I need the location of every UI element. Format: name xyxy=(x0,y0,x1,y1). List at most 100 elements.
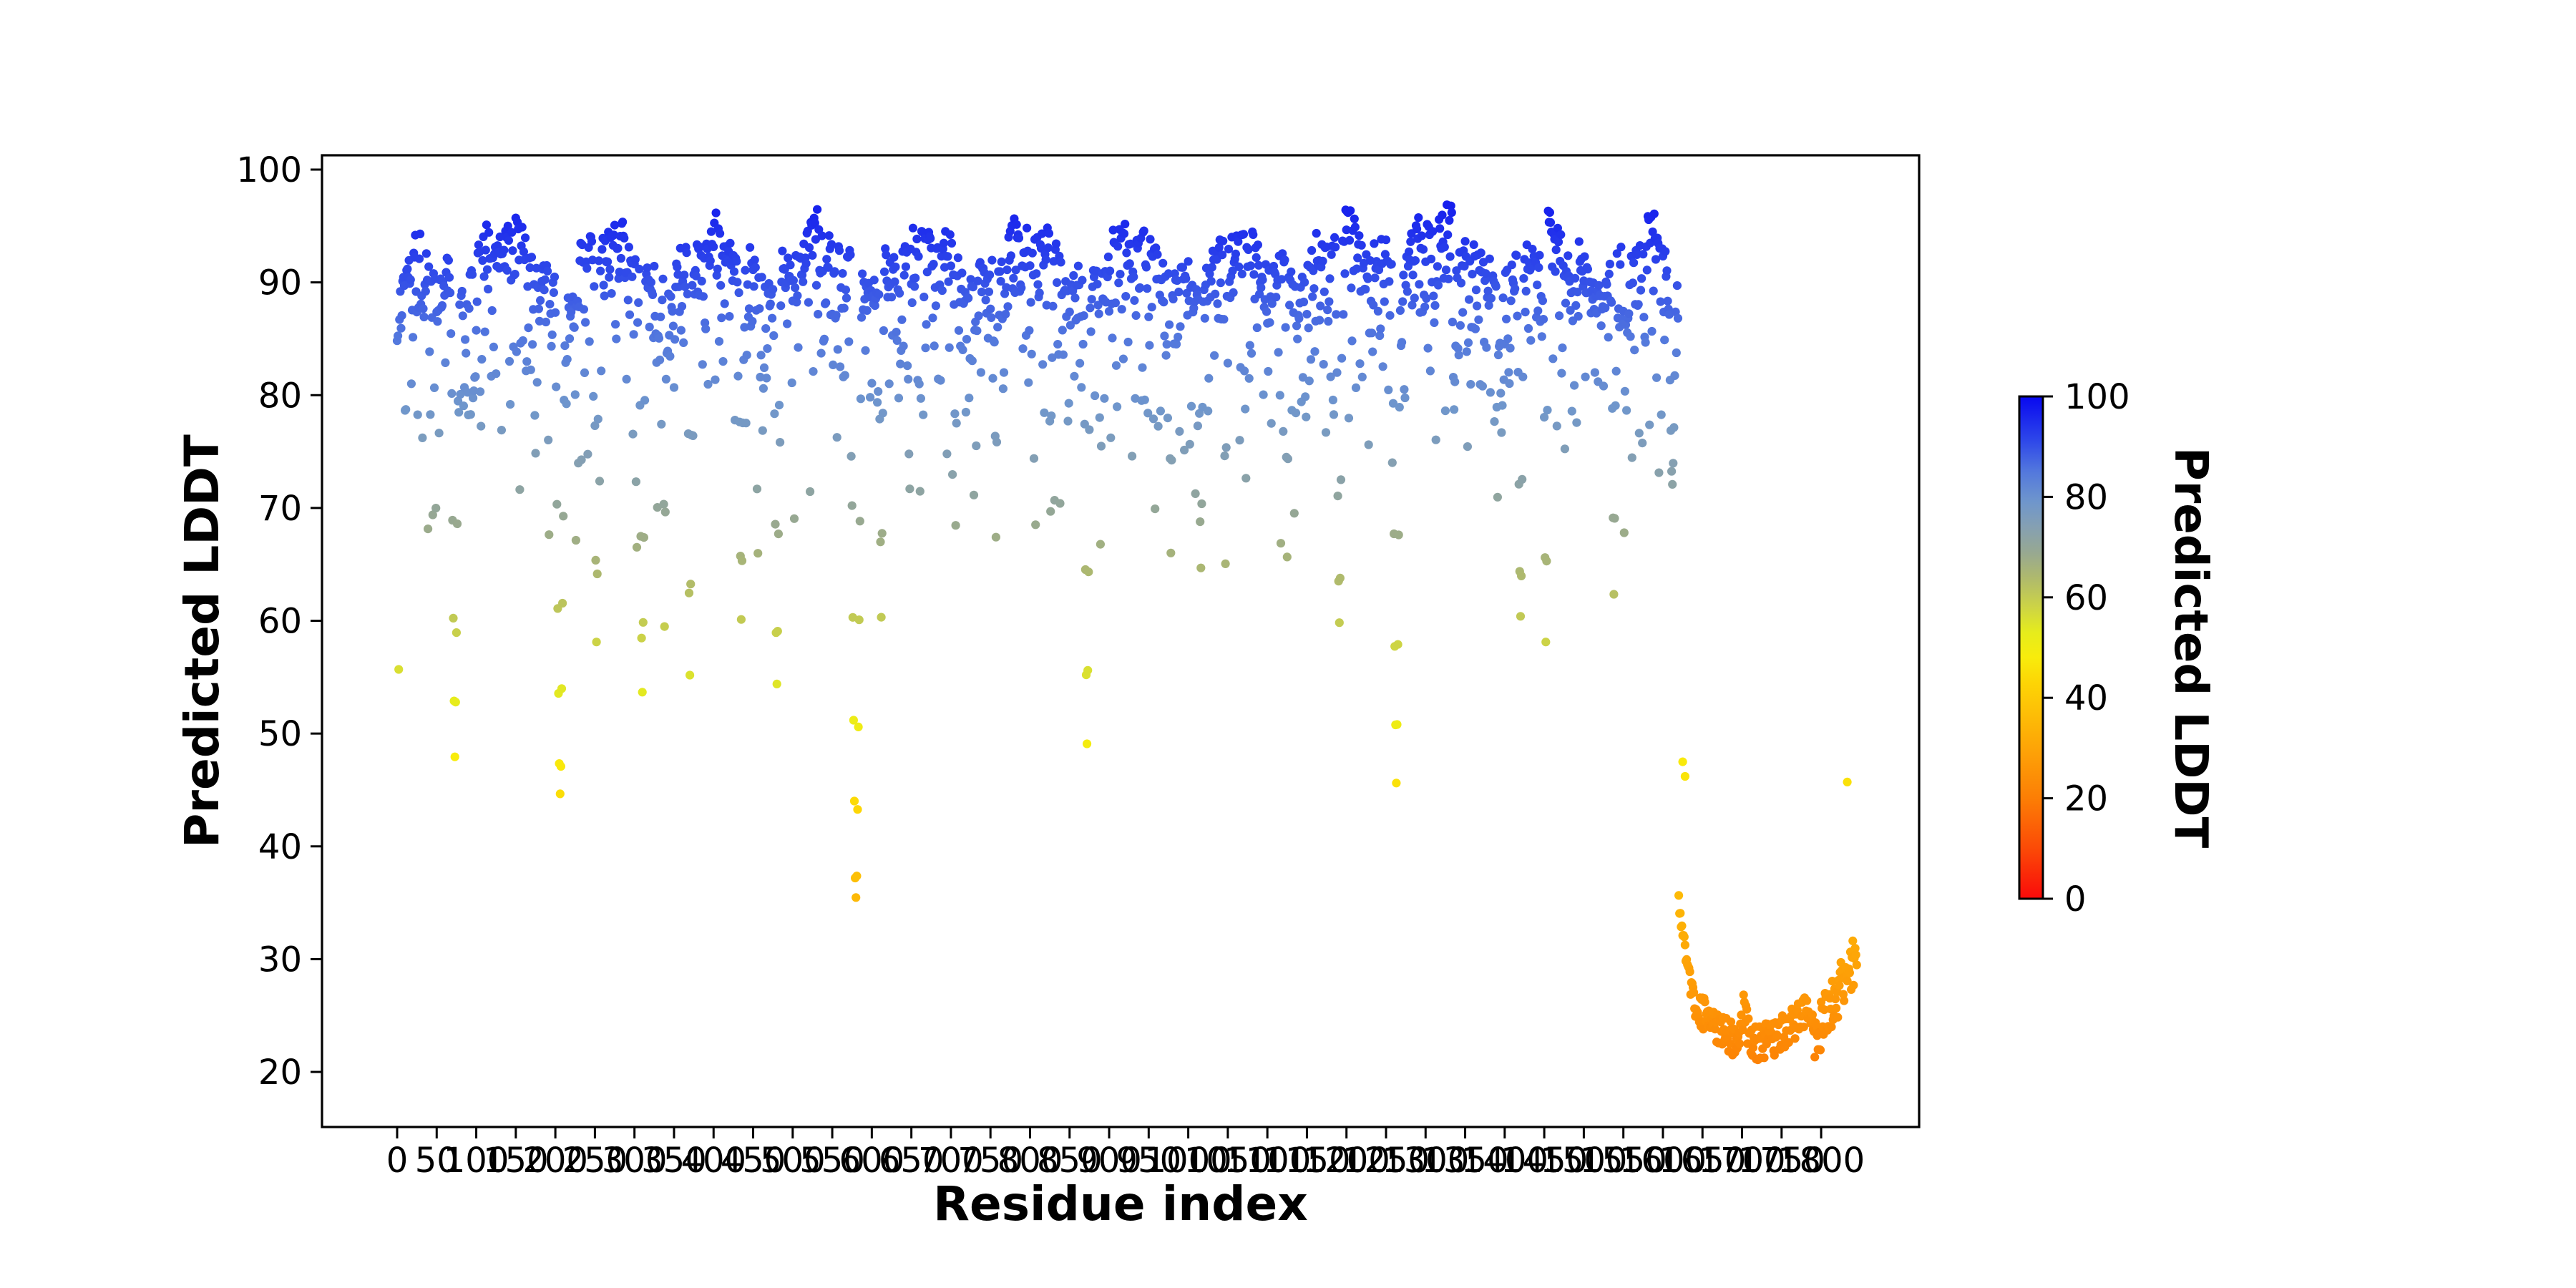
scatter-point xyxy=(1385,277,1394,286)
scatter-point xyxy=(1519,274,1528,283)
scatter-point xyxy=(1196,517,1205,527)
scatter-point xyxy=(1093,301,1103,310)
scatter-point xyxy=(1272,293,1281,302)
scatter-point xyxy=(1213,299,1222,308)
scatter-point xyxy=(610,220,620,230)
colorbar: 100 80 60 40 20 0 Predicted LDDT xyxy=(2018,377,2217,919)
scatter-point xyxy=(1551,267,1560,276)
scatter-point xyxy=(528,340,537,349)
x-tick-label: 1250 xyxy=(1342,1141,1430,1181)
scatter-point xyxy=(620,233,629,243)
x-tick-label: 1100 xyxy=(1224,1141,1311,1181)
scatter-point xyxy=(481,245,490,255)
scatter-point xyxy=(870,301,879,311)
scatter-point xyxy=(1043,243,1053,253)
scatter-point xyxy=(1011,265,1020,275)
scatter-point xyxy=(1351,383,1361,393)
scatter-point xyxy=(977,287,987,297)
scatter-point xyxy=(1214,243,1224,253)
scatter-point xyxy=(774,401,784,410)
scatter-point xyxy=(1465,295,1474,304)
scatter-point xyxy=(471,372,480,381)
scatter-point xyxy=(1557,369,1566,378)
scatter-point xyxy=(1678,757,1687,766)
scatter-point xyxy=(882,250,891,260)
scatter-point xyxy=(1350,223,1360,232)
scatter-point xyxy=(1184,257,1193,266)
scatter-point xyxy=(1485,254,1494,263)
scatter-point xyxy=(890,277,899,286)
scatter-point xyxy=(1018,344,1028,353)
scatter-point xyxy=(928,313,937,323)
scatter-point xyxy=(809,367,818,376)
scatter-point xyxy=(750,255,759,265)
scatter-point xyxy=(1321,428,1331,437)
scatter-point xyxy=(972,326,982,336)
scatter-point xyxy=(1784,1038,1793,1047)
scatter-point xyxy=(1429,291,1438,301)
scatter-point xyxy=(535,316,545,326)
scatter-point xyxy=(1220,452,1229,461)
scatter-point xyxy=(425,347,434,356)
scatter-point xyxy=(1370,239,1379,248)
scatter-point xyxy=(846,250,855,260)
scatter-point xyxy=(434,429,444,438)
scatter-point xyxy=(1051,239,1061,248)
scatter-point xyxy=(813,205,822,214)
scatter-point xyxy=(1106,433,1116,442)
scatter-point xyxy=(712,270,721,280)
scatter-point xyxy=(444,273,454,282)
scatter-point xyxy=(503,221,512,230)
scatter-point xyxy=(645,322,654,332)
scatter-point xyxy=(1368,347,1377,356)
scatter-point xyxy=(1393,640,1402,649)
scatter-point xyxy=(1125,259,1134,268)
scatter-point xyxy=(1207,263,1216,272)
scatter-point xyxy=(1503,334,1513,343)
scatter-point xyxy=(873,398,882,407)
scatter-point xyxy=(1410,293,1419,303)
scatter-point xyxy=(1561,298,1571,308)
scatter-point xyxy=(1283,454,1292,464)
scatter-point xyxy=(744,304,754,313)
scatter-point xyxy=(1118,354,1128,364)
scatter-point xyxy=(1555,311,1564,321)
scatter-point xyxy=(1541,638,1551,647)
scatter-point xyxy=(974,311,983,321)
scatter-point xyxy=(1440,406,1450,416)
scatter-point xyxy=(1415,280,1424,289)
scatter-point xyxy=(1602,280,1611,289)
scatter-point xyxy=(1630,346,1639,355)
scatter-point xyxy=(1304,323,1313,333)
scatter-point xyxy=(660,507,670,517)
scatter-point xyxy=(753,549,763,558)
scatter-point xyxy=(1381,235,1391,245)
scatter-point xyxy=(1604,269,1614,278)
scatter-point xyxy=(1100,394,1109,403)
scatter-point xyxy=(1505,379,1514,389)
scatter-point xyxy=(1274,348,1283,357)
scatter-point xyxy=(1221,559,1230,569)
scatter-point xyxy=(1254,260,1264,270)
scatter-point xyxy=(826,240,836,249)
x-tick-label: 1000 xyxy=(1145,1141,1232,1181)
scatter-point xyxy=(1849,980,1858,990)
scatter-point xyxy=(1395,403,1404,412)
scatter-point xyxy=(1657,410,1666,419)
scatter-point xyxy=(1265,318,1274,327)
scatter-point xyxy=(950,409,960,419)
scatter-point xyxy=(1466,380,1475,389)
scatter-point xyxy=(1744,1014,1753,1023)
scatter-point xyxy=(1078,339,1088,349)
scatter-point xyxy=(751,263,760,272)
scatter-point xyxy=(640,396,650,405)
scatter-point xyxy=(824,231,834,240)
scatter-point xyxy=(1328,395,1337,405)
scatter-point xyxy=(1249,230,1258,239)
scatter-point xyxy=(1545,208,1554,217)
scatter-point xyxy=(1590,368,1599,377)
scatter-point xyxy=(1850,944,1860,953)
scatter-point xyxy=(1167,456,1176,465)
scatter-point xyxy=(532,378,542,387)
scatter-point xyxy=(1340,269,1350,278)
